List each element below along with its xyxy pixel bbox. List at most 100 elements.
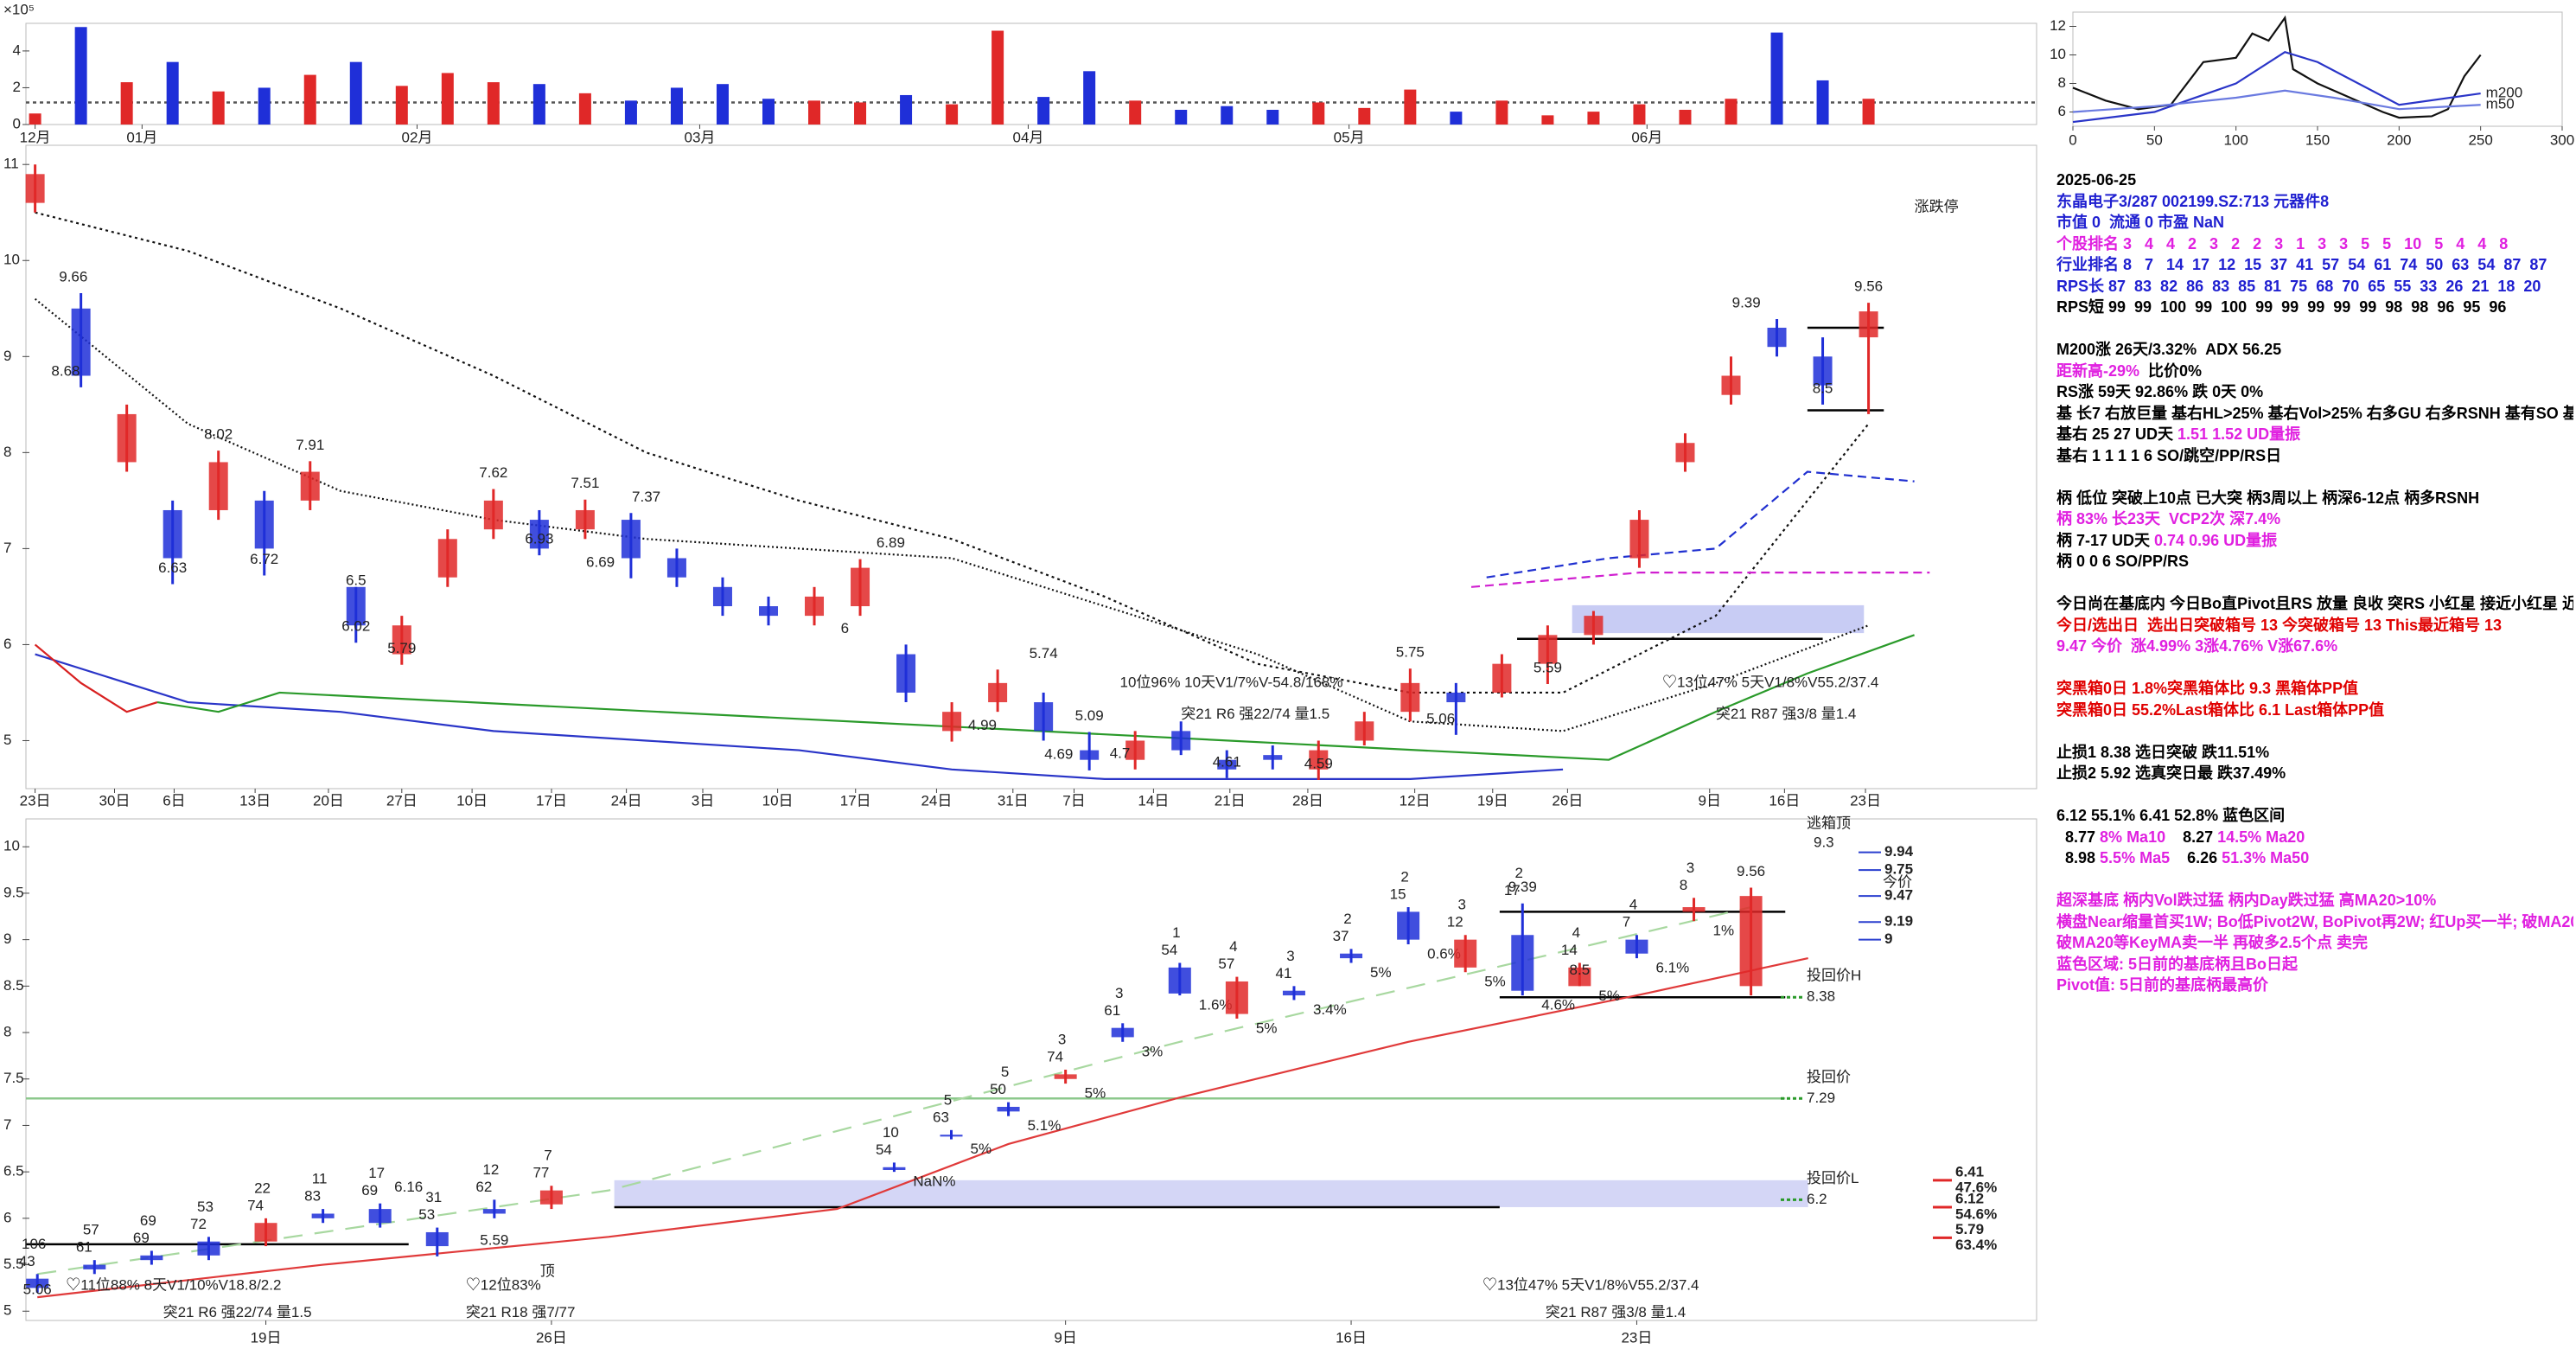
candle-body (254, 1223, 277, 1242)
indicator-line (156, 634, 1915, 761)
ref-value: 6.2 (1807, 1191, 1827, 1207)
candle-body (1584, 616, 1604, 636)
y-tick-label: 6.5 (3, 1163, 24, 1180)
annotation: 涨跌停 (1915, 199, 1959, 215)
price-label: 8.5 (1813, 380, 1833, 396)
indicator-line (37, 905, 1751, 1275)
price-label: 6.63 (158, 559, 187, 576)
y-tick-label: 5 (3, 1302, 11, 1319)
volume-bar (1587, 112, 1600, 125)
info-text: 东晶电子3/287 002199.SZ:713 元器件8 (2056, 192, 2330, 210)
candle-body (1629, 520, 1649, 559)
candle-body (1675, 443, 1695, 463)
annotation: ♡12位83% (466, 1277, 541, 1294)
price-label: 6.16 (394, 1179, 423, 1195)
pct-label: 3.4% (1313, 1001, 1347, 1018)
candle-body (25, 174, 45, 203)
annotation: 顶 (540, 1263, 555, 1280)
info-text: 14.5% Ma20 (2217, 828, 2305, 846)
series-label: m50 (2486, 96, 2515, 112)
volume-bar (1495, 100, 1508, 125)
annotation: 突21 R87 强3/8 量1.4 (1716, 706, 1857, 722)
volume-bar (349, 61, 362, 125)
x-tick-label: 19日 (1477, 792, 1508, 809)
price-label: 6.93 (525, 531, 553, 547)
pct-label: 5.1% (1028, 1117, 1062, 1134)
price-label: 5.59 (480, 1231, 508, 1248)
volume-bar (624, 100, 637, 125)
info-line: 横盘Near缩量首买1W; Bo低Pivot2W, BoPivot再2W; 红U… (2056, 911, 2573, 933)
series-line (2072, 89, 2481, 113)
info-line: 今日/选出日 选出日突破箱号 13 今突破箱号 13 This最近箱号 13 (2056, 615, 2573, 636)
rank-top: 5 (1001, 1064, 1009, 1080)
rank-top: 3 (1457, 897, 1465, 913)
volume-bar (120, 82, 133, 125)
rank-bottom: 7 (1623, 914, 1630, 930)
candle-body (666, 558, 686, 578)
candle-body (163, 509, 182, 559)
candle-body (621, 520, 641, 559)
info-text: 止损2 5.92 选真突日最 跌37.49% (2056, 764, 2286, 782)
candle-body (1538, 635, 1558, 664)
candle-body (896, 654, 916, 693)
volume-bar (258, 87, 271, 125)
rank-bottom: 8 (1680, 877, 1687, 893)
info-text: Pivot值: 5日前的基底柄最高价 (2056, 976, 2269, 994)
info-line: 行业排名 8 7 14 17 12 15 37 41 57 54 61 74 5… (2056, 254, 2573, 276)
candle-body (368, 1209, 392, 1224)
candle-body (1454, 939, 1477, 968)
candle-body (1309, 750, 1329, 770)
rank-top: 4 (1229, 938, 1237, 955)
info-text: 基右 1 1 1 1 6 SO/跳空/PP/RS日 (2056, 446, 2282, 464)
rank-top: 31 (425, 1189, 442, 1205)
annotation: 突21 R6 强22/74 量1.5 (1181, 706, 1329, 722)
x-tick-label: 100 (2223, 131, 2248, 148)
x-tick-label: 200 (2387, 131, 2411, 148)
y-tick-label: 11 (3, 156, 19, 172)
info-line: 基右 1 1 1 1 6 SO/跳空/PP/RS日 (2056, 445, 2573, 467)
stop-value: 5.79 (1955, 1221, 1984, 1237)
info-text: 个股排名 3 4 4 2 3 2 2 3 1 3 3 5 5 10 5 4 4 … (2056, 234, 2509, 253)
price-label: 6.5 (346, 572, 367, 588)
x-tick-label: 50 (2146, 131, 2163, 148)
info-line: 基右 25 27 UD天 1.51 1.52 UD量振 (2056, 424, 2573, 445)
x-tick-label: 05月 (1334, 129, 1365, 145)
y-tick-label: 6 (3, 1209, 11, 1225)
volume-bar (716, 84, 729, 125)
info-line: 东晶电子3/287 002199.SZ:713 元器件8 (2056, 191, 2573, 213)
x-tick-label: 13日 (239, 792, 271, 809)
info-text: 突黑箱0日 1.8%突黑箱体比 9.3 黑箱体PP值 (2056, 680, 2359, 697)
plot-frame (25, 818, 2037, 1321)
price-label: 8.5 (1570, 962, 1591, 978)
price-label: 5.75 (1396, 644, 1425, 661)
rank-bottom: 50 (990, 1081, 1006, 1097)
info-text: 8.98 (2056, 849, 2101, 866)
info-line: RPS长 87 83 82 86 83 85 81 75 68 70 65 55… (2056, 276, 2573, 297)
candle-body (1355, 721, 1374, 741)
price-label: 7.37 (632, 489, 660, 505)
price-label: 9.66 (59, 268, 87, 285)
candle-body (311, 1213, 335, 1218)
rank-top: 3 (1286, 948, 1294, 964)
pct-label: NaN% (913, 1173, 955, 1190)
rank-top: 5 (944, 1091, 952, 1108)
pct-label: 4.6% (1541, 997, 1575, 1013)
rank-top: 4 (1629, 897, 1637, 913)
rank-top: 3 (1687, 860, 1694, 876)
rank-bottom: 61 (76, 1239, 92, 1256)
volume-bar (1816, 80, 1829, 125)
indicator-line (1470, 572, 1930, 588)
price-label: 6 (841, 620, 849, 636)
x-tick-label: 03月 (684, 129, 715, 145)
x-tick-label: 14日 (1138, 792, 1169, 809)
candle-body (1492, 663, 1512, 693)
info-line: 破MA20等KeyMA卖一半 再破多2.5个点 卖完 (2056, 932, 2573, 954)
x-tick-label: 24日 (921, 792, 952, 809)
indicator-line (35, 211, 1870, 694)
candle-body (1813, 356, 1833, 386)
indicator-line (1486, 470, 1915, 579)
candle-body (1125, 740, 1145, 760)
price-label: 8.68 (51, 362, 80, 379)
x-tick-label: 01月 (126, 129, 157, 145)
y-tick-label: 8 (3, 444, 11, 460)
